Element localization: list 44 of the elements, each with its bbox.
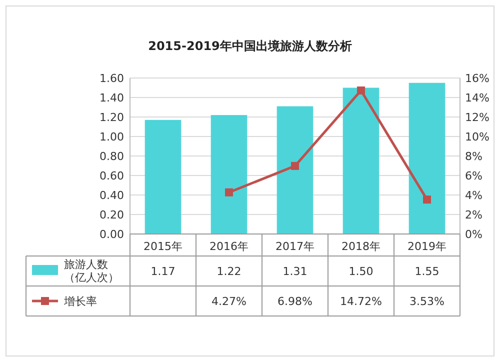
text: 0.40 [100, 189, 124, 202]
data-label: 1.55 [414, 265, 440, 278]
y2-tick-label: 12% [465, 111, 490, 124]
text: 1.40 [100, 92, 124, 104]
text: 1.20 [100, 111, 124, 124]
text: 0.80 [100, 150, 124, 163]
data-label: 1.50 [348, 265, 374, 278]
bar [210, 115, 248, 234]
data-label: 4.27% [212, 295, 246, 308]
data-label: 1.31 [282, 265, 308, 278]
bar [342, 88, 380, 234]
y2-tick-label: 8% [465, 150, 482, 163]
x-tick-label: 2016年 [210, 240, 248, 253]
data-label: 1.22 [216, 265, 242, 278]
bar [276, 106, 314, 234]
y2-tick-label: 16% [465, 72, 490, 85]
point [291, 162, 299, 170]
x-tick-label: 2018年 [342, 240, 380, 253]
data-label: 6.98% [278, 295, 312, 308]
point [423, 196, 431, 204]
y2-tick-label: 6% [465, 170, 482, 182]
chart-title: 2015-2019年中国出境旅游人数分析 [148, 39, 352, 53]
legend-label: 旅游人数（亿人次） [64, 258, 120, 284]
bar [144, 120, 182, 234]
y2-tick-label: 4% [465, 189, 482, 202]
text: 1.00 [100, 130, 124, 144]
y2-tick-label: 10% [465, 130, 490, 144]
text: 0.20 [100, 208, 124, 222]
text: 1.60 [100, 72, 124, 85]
text: 0.60 [100, 170, 124, 182]
point [357, 86, 365, 94]
x-tick-label: 2017年 [276, 240, 314, 253]
y2-tick-label: 0% [465, 228, 482, 241]
y2-tick-label: 2% [465, 208, 482, 222]
point [225, 188, 233, 196]
data-label: 3.53% [410, 295, 444, 308]
text: 0.00 [100, 228, 124, 241]
legend-label: 增长率 [64, 294, 97, 308]
x-tick-label: 2019年 [408, 240, 446, 253]
y2-tick-label: 14% [465, 92, 490, 104]
x-tick-label: 2015年 [144, 240, 182, 253]
data-label: 14.72% [340, 295, 382, 308]
data-label: 1.17 [150, 265, 176, 278]
bar [408, 82, 446, 234]
